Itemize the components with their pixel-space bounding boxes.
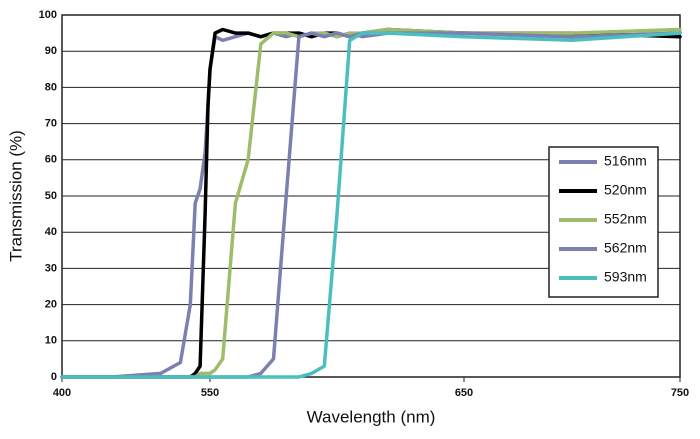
legend-label: 593nm — [604, 269, 647, 285]
legend: 516nm 520nm 552nm 562nm 593nm — [548, 146, 659, 298]
y-tick-label: 50 — [45, 190, 57, 202]
y-tick-label: 40 — [45, 226, 57, 238]
x-axis-title: Wavelength (nm) — [307, 407, 436, 426]
x-tick-label: 750 — [671, 387, 689, 399]
y-tick-label: 0 — [51, 371, 57, 383]
y-tick-label: 60 — [45, 154, 57, 166]
y-tick-label: 10 — [45, 335, 57, 347]
x-tick-label: 400 — [53, 387, 71, 399]
y-axis-title: Transmission (%) — [6, 130, 25, 262]
y-tick-label: 70 — [45, 118, 57, 130]
x-tick-label: 550 — [201, 387, 219, 399]
y-tick-label: 30 — [45, 262, 57, 274]
legend-label: 520nm — [604, 182, 647, 198]
legend-label: 516nm — [604, 153, 647, 169]
plot-frame — [61, 14, 681, 378]
y-tick-label: 20 — [45, 299, 57, 311]
series-line — [60, 31, 682, 379]
y-tick-label: 100 — [39, 9, 57, 21]
y-tick-label: 80 — [45, 81, 57, 93]
legend-label: 552nm — [604, 211, 647, 227]
legend-label: 562nm — [604, 240, 647, 256]
y-tick-label: 90 — [45, 45, 57, 57]
x-tick-label: 650 — [455, 387, 473, 399]
